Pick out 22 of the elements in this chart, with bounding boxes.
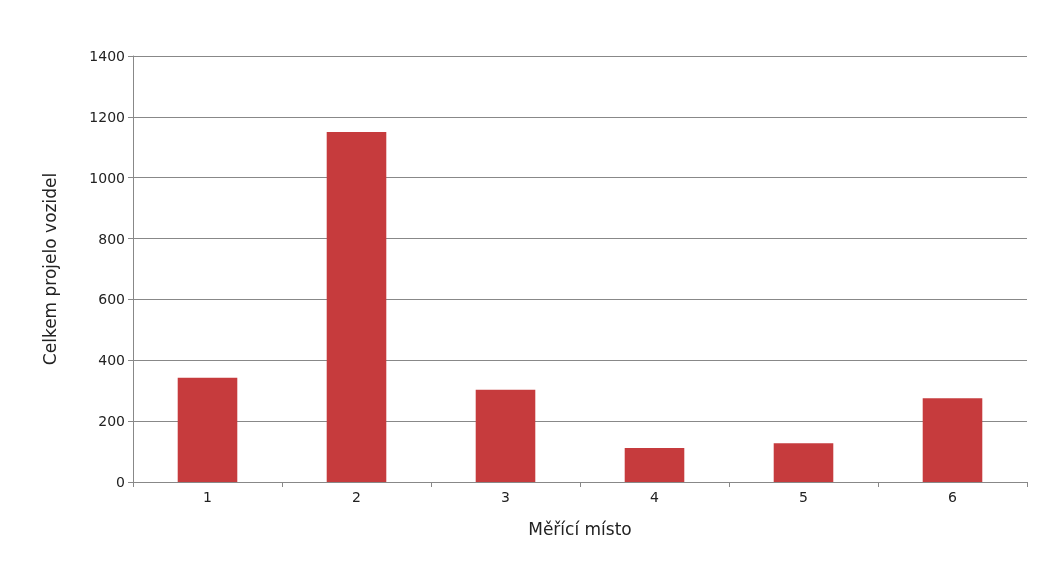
x-tick-label: 5 xyxy=(799,489,808,505)
y-axis-title: Celkem projelo vozidel xyxy=(39,172,60,366)
x-tick-label: 6 xyxy=(948,489,958,505)
y-tick-label: 1000 xyxy=(89,169,125,186)
y-tick-label: 600 xyxy=(98,291,125,308)
bar xyxy=(773,443,834,482)
y-tick-label: 1400 xyxy=(89,48,125,64)
bar xyxy=(326,132,387,482)
x-tick-label: 3 xyxy=(501,489,510,505)
y-tick-label: 200 xyxy=(98,413,125,430)
y-tick-label: 0 xyxy=(116,474,125,490)
y-tick-label: 1200 xyxy=(89,108,125,125)
bar xyxy=(624,447,685,482)
x-tick-label: 1 xyxy=(203,489,212,505)
bar xyxy=(922,398,983,482)
x-tick-label: 4 xyxy=(650,489,660,505)
y-tick-label: 800 xyxy=(98,230,125,247)
bar xyxy=(475,389,536,482)
x-tick-label: 2 xyxy=(352,489,361,505)
y-tick-label: 400 xyxy=(98,352,125,369)
bar xyxy=(177,377,238,482)
x-axis-title: Měřící místo xyxy=(528,518,632,539)
